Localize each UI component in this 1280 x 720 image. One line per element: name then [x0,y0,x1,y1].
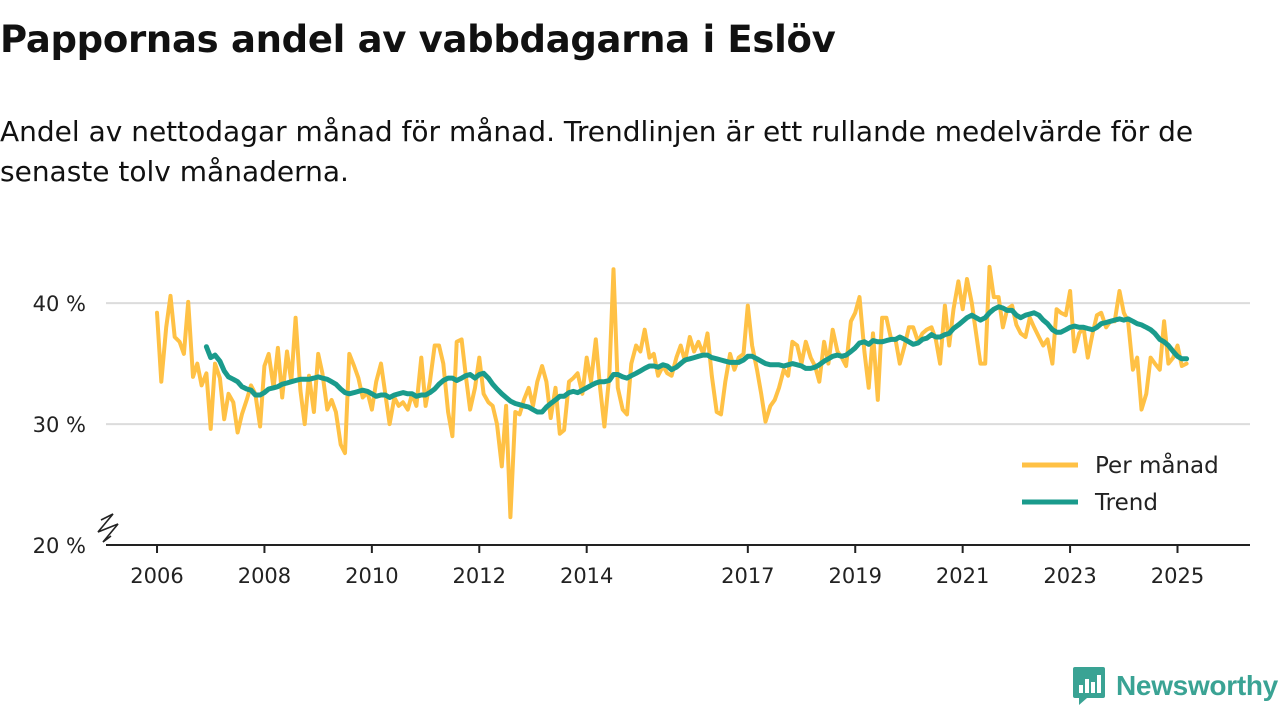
x-tick-label-2006: 2006 [130,564,183,588]
x-tick-label-2008: 2008 [238,564,291,588]
series-line-trend [203,304,1190,415]
x-tick-label-2019: 2019 [829,564,882,588]
y-axis-labels: 20 % 30 % 40 % [33,292,86,558]
x-axis-ticks: 2006 2008 2010 2012 2014 2017 2019 2021 2023 2025 [130,545,1204,588]
x-tick-label-2014: 2014 [560,564,613,588]
legend: Per månad Trend [1022,451,1219,516]
bar-chart-speech-bubble-icon [1073,667,1105,705]
x-tick-label-2010: 2010 [345,564,398,588]
chart-subtitle: Andel av nettodagar månad för månad. Tre… [0,115,1194,188]
legend-label-per-manad: Per månad [1095,451,1219,479]
x-tick-label-2023: 2023 [1043,564,1096,588]
x-tick-label-2025: 2025 [1151,564,1204,588]
y-tick-label-30: 30 % [33,413,86,437]
axis-break-icon [97,513,119,543]
y-tick-label-40: 40 % [33,292,86,316]
x-tick-label-2021: 2021 [936,564,989,588]
newsworthy-logo: Newsworthy [1072,666,1278,706]
brand-name: Newsworthy [1116,670,1278,701]
y-tick-label-20: 20 % [33,534,86,558]
x-tick-label-2017: 2017 [721,564,774,588]
gridlines [106,302,1250,426]
legend-label-trend: Trend [1094,490,1158,516]
x-tick-label-2012: 2012 [453,564,506,588]
series-line-per-manad [155,264,1189,520]
chart-title: Pappornas andel av vabbdagarna i Eslöv [0,18,836,61]
series-lines [155,264,1190,520]
